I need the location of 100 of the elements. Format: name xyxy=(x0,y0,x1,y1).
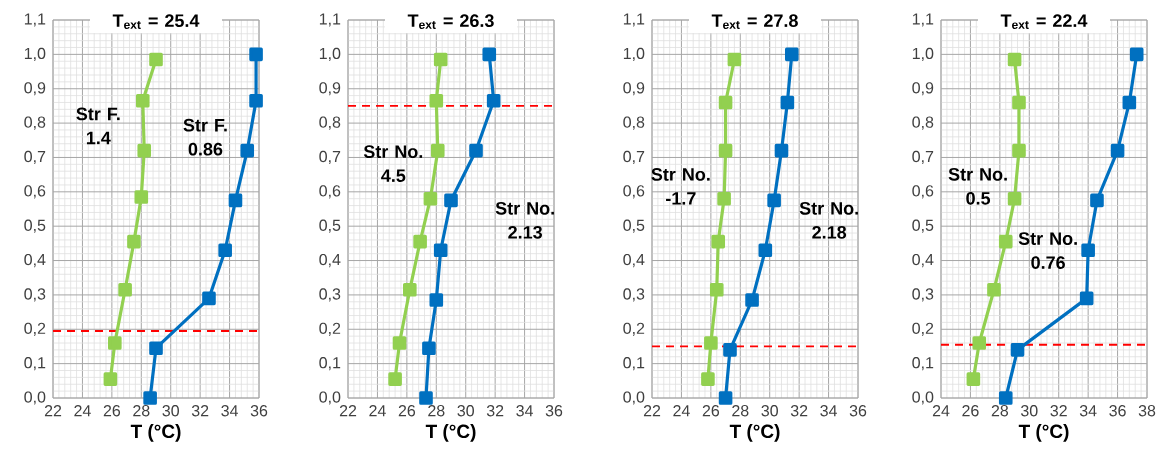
point xyxy=(972,336,987,350)
point xyxy=(1007,191,1022,206)
y-tick-label: 0,0 xyxy=(623,391,645,405)
point xyxy=(202,291,216,306)
y-tick-label: 0,7 xyxy=(623,150,645,165)
point xyxy=(444,193,458,208)
y-tick-label: 0,9 xyxy=(623,82,645,96)
series-label: Str No. 0.5 xyxy=(948,167,1007,205)
point xyxy=(422,341,436,355)
point xyxy=(103,372,118,386)
y-tick-label: 0,4 xyxy=(912,253,934,268)
y-tick-label: 1,0 xyxy=(623,47,645,61)
x-tick-label: 30 xyxy=(761,405,778,417)
x-tick-label: 34 xyxy=(516,405,534,417)
y-tick-label: 0,4 xyxy=(24,253,46,268)
chart-title: T$_{ext}$ = 26.3 xyxy=(407,14,494,29)
point xyxy=(1110,143,1125,158)
series-label: Str No. 4.5 xyxy=(363,145,423,183)
point xyxy=(429,93,444,108)
y-tick-label: 0,8 xyxy=(623,116,645,130)
point xyxy=(998,234,1013,249)
x-tick-label: 22 xyxy=(339,405,357,417)
x-tick-label: 36 xyxy=(250,405,268,417)
x-tick-label: 22 xyxy=(643,405,661,417)
y-tick-label: 0,4 xyxy=(319,253,341,268)
x-tick-label: 30 xyxy=(162,405,179,417)
y-tick-label: 0,1 xyxy=(319,357,341,371)
point xyxy=(1012,95,1026,110)
point xyxy=(149,52,163,67)
y-tick-label: 0,6 xyxy=(623,185,645,199)
y-tick-label: 1,0 xyxy=(319,47,341,61)
y-tick-label: 0,5 xyxy=(912,219,934,233)
x-tick-label: 26 xyxy=(962,405,979,417)
point xyxy=(469,143,483,158)
y-tick-label: 0,3 xyxy=(912,288,934,302)
y-tick-label: 0,3 xyxy=(24,288,46,302)
x-tick-label: 24 xyxy=(74,405,91,417)
point xyxy=(392,336,407,350)
point xyxy=(249,93,263,108)
point xyxy=(135,93,150,108)
x-tick-label: 34 xyxy=(1079,405,1097,417)
y-tick-label: 0,2 xyxy=(623,322,645,336)
point xyxy=(718,391,733,405)
y-tick-label: 1,1 xyxy=(24,13,46,27)
series-label: Str No. 0.76 xyxy=(1018,232,1077,269)
y-tick-label: 0,7 xyxy=(912,150,934,165)
series-label: Str No. 2.18 xyxy=(799,201,858,239)
y-tick-label: 0,8 xyxy=(319,116,341,130)
point xyxy=(419,391,433,405)
point xyxy=(784,47,799,62)
y-tick-label: 1,1 xyxy=(319,13,341,27)
y-tick-label: 0,6 xyxy=(24,185,46,199)
point xyxy=(1090,193,1104,208)
x-tick-label: 36 xyxy=(849,405,867,417)
y-tick-label: 1,1 xyxy=(623,13,645,27)
point xyxy=(249,47,263,62)
series-label: Str F. 0.86 xyxy=(183,118,227,156)
point xyxy=(413,234,427,249)
x-tick-label: 36 xyxy=(1109,405,1126,417)
point xyxy=(433,52,448,67)
point xyxy=(240,143,255,158)
point xyxy=(745,293,759,307)
y-tick-label: 0,6 xyxy=(319,185,341,199)
point xyxy=(1081,243,1095,258)
y-tick-label: 0,5 xyxy=(319,219,341,233)
y-tick-label: 0,7 xyxy=(24,150,46,165)
x-tick-label: 32 xyxy=(790,405,808,417)
point xyxy=(403,282,417,297)
chart-title: T$_{ext}$ = 25.4 xyxy=(112,14,200,29)
point xyxy=(1129,47,1144,62)
x-tick-label: 28 xyxy=(133,405,150,417)
y-tick-label: 0,3 xyxy=(623,288,645,302)
y-tick-label: 0,3 xyxy=(319,288,341,302)
x-tick-label: 34 xyxy=(221,405,239,417)
point xyxy=(1079,291,1094,306)
point xyxy=(727,52,742,67)
y-tick-label: 0,5 xyxy=(623,219,645,233)
y-tick-label: 0,8 xyxy=(24,116,46,130)
x-tick-label: 36 xyxy=(545,405,563,417)
y-tick-label: 1,0 xyxy=(912,47,934,61)
point xyxy=(482,47,497,62)
x-tick-label: 30 xyxy=(457,405,474,417)
text: Str No. 2.13 xyxy=(495,201,554,239)
y-tick-label: 0,8 xyxy=(912,116,934,130)
point xyxy=(430,143,445,158)
point xyxy=(709,282,724,297)
x-axis-title: T (°C) xyxy=(130,424,181,442)
point xyxy=(127,234,141,249)
point xyxy=(718,95,733,110)
x-tick-label: 28 xyxy=(428,405,445,417)
x-tick-label: 26 xyxy=(103,405,121,417)
point xyxy=(718,143,733,158)
point xyxy=(1122,95,1137,110)
point xyxy=(701,372,715,386)
point xyxy=(767,193,781,208)
y-tick-label: 0,2 xyxy=(912,322,934,336)
point xyxy=(1010,343,1025,357)
y-tick-label: 0,1 xyxy=(912,357,934,371)
y-tick-label: 0,9 xyxy=(912,82,934,96)
x-tick-label: 34 xyxy=(820,405,838,417)
